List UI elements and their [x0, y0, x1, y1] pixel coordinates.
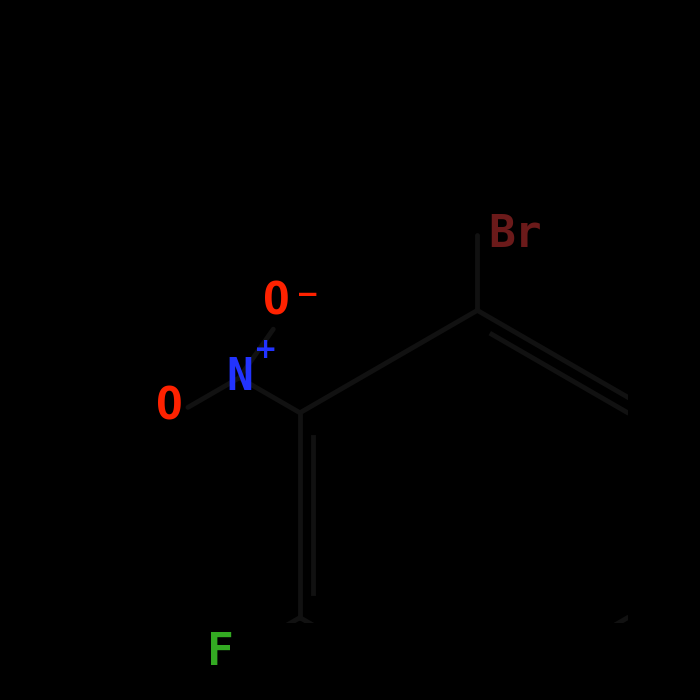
Text: O: O — [156, 386, 183, 429]
Text: −: − — [296, 281, 319, 309]
Text: N: N — [226, 356, 253, 399]
Text: Br: Br — [488, 214, 542, 256]
Text: F: F — [207, 631, 234, 674]
Text: +: + — [254, 336, 278, 364]
Text: O: O — [262, 281, 289, 324]
